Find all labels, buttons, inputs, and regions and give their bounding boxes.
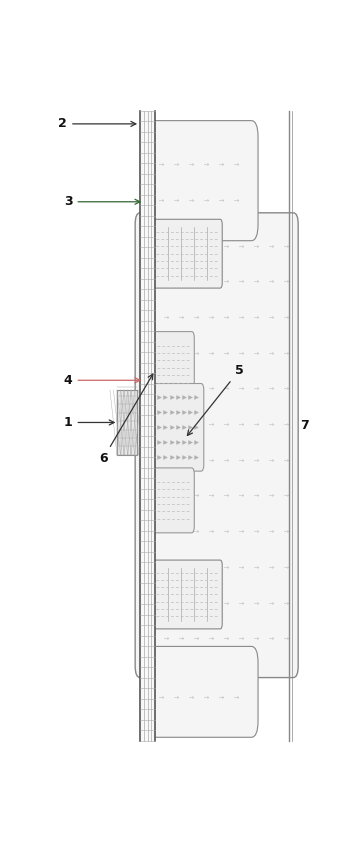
FancyBboxPatch shape bbox=[144, 121, 258, 241]
Text: 3: 3 bbox=[64, 196, 140, 208]
Bar bbox=[140, 111, 155, 740]
FancyBboxPatch shape bbox=[152, 331, 194, 396]
FancyBboxPatch shape bbox=[152, 384, 204, 471]
FancyBboxPatch shape bbox=[135, 212, 298, 678]
Text: 7: 7 bbox=[300, 419, 309, 432]
FancyBboxPatch shape bbox=[144, 647, 258, 738]
Text: 2: 2 bbox=[58, 117, 136, 131]
FancyBboxPatch shape bbox=[153, 219, 222, 288]
Text: 4: 4 bbox=[64, 373, 140, 387]
Text: 1: 1 bbox=[64, 416, 114, 429]
Text: 6: 6 bbox=[99, 374, 153, 464]
FancyBboxPatch shape bbox=[153, 560, 222, 629]
Bar bbox=[117, 390, 137, 455]
FancyBboxPatch shape bbox=[152, 468, 194, 533]
Text: 5: 5 bbox=[187, 364, 243, 436]
